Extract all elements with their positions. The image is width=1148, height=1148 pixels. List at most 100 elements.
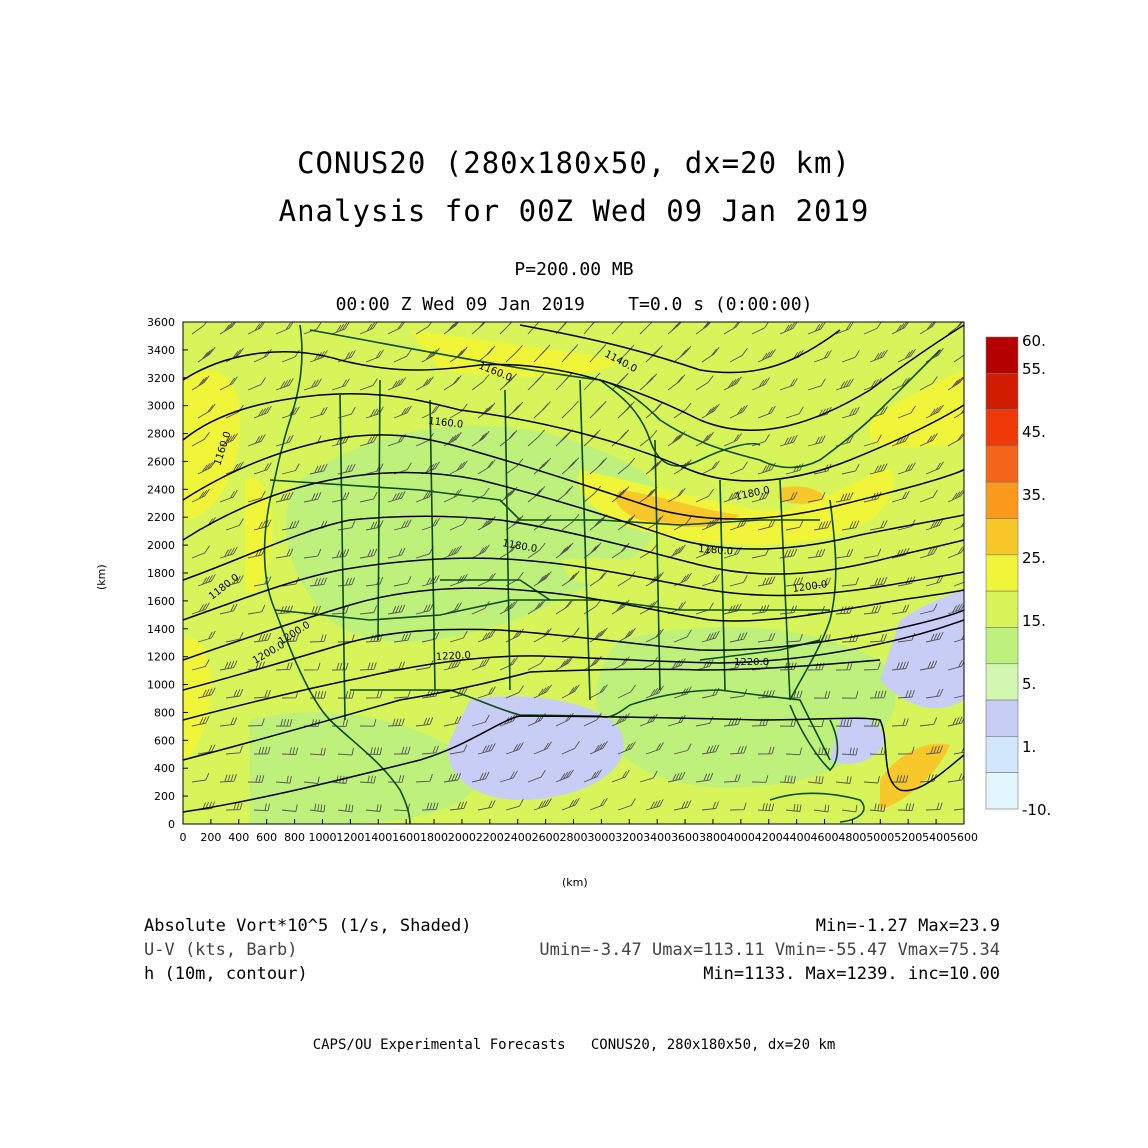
wind-barb <box>779 775 796 784</box>
wind-barb <box>275 378 294 391</box>
east-coastline <box>789 499 837 701</box>
x-tick-label: 2200 <box>476 831 504 844</box>
contour-1200a <box>183 587 964 661</box>
wind-barb <box>449 630 468 643</box>
wind-barb <box>869 463 888 475</box>
wind-barb <box>387 490 406 503</box>
wind-barb <box>723 717 742 727</box>
colorbar-swatch <box>985 627 1019 665</box>
wind-barb <box>925 404 944 419</box>
wind-barb <box>897 689 915 699</box>
x-tick-label: 3800 <box>699 831 727 844</box>
x-tick-label: 5200 <box>894 831 922 844</box>
wind-barb <box>365 349 384 363</box>
wind-barb <box>611 769 630 783</box>
wind-barb <box>869 520 888 531</box>
y-tick-label: 2400 <box>147 483 175 496</box>
wind-barb <box>947 659 964 671</box>
colorbar-swatch <box>985 772 1019 810</box>
wind-barb <box>891 774 909 783</box>
wind-barb <box>533 457 552 475</box>
wind-barb <box>393 689 411 699</box>
wind-barb <box>499 770 518 783</box>
wind-barb <box>247 377 266 391</box>
wind-barb <box>415 376 434 391</box>
wind-barb <box>247 547 266 559</box>
x-tick-label: 400 <box>228 831 249 844</box>
wind-barb <box>695 375 714 391</box>
wind-barb <box>561 344 579 363</box>
contour-label: 1180.0 <box>698 544 734 557</box>
wind-barb <box>807 662 825 671</box>
wind-barb <box>303 548 322 559</box>
wind-barb <box>281 747 299 756</box>
wind-barb <box>219 660 238 671</box>
contour-1230 <box>183 715 964 813</box>
wind-barb <box>729 802 747 811</box>
colorbar-swatch <box>985 590 1019 628</box>
wind-barb <box>589 741 608 755</box>
wind-barb <box>533 344 551 363</box>
x-axis-label: (km) <box>562 876 588 889</box>
wind-barb <box>779 548 798 559</box>
wind-barb <box>247 775 265 783</box>
wind-barb <box>695 488 714 503</box>
y-tick-label: 400 <box>154 762 175 775</box>
x-tick-label: 600 <box>256 831 277 844</box>
y-tick-label: 2000 <box>147 539 175 552</box>
wind-barb <box>869 576 888 587</box>
vorticity-shading <box>183 322 964 824</box>
wind-barb <box>723 376 742 391</box>
wind-barb <box>701 744 720 755</box>
colorbar-label: 25. <box>1022 549 1046 567</box>
wind-barb <box>415 322 433 335</box>
wind-barb <box>667 544 686 559</box>
wind-barb <box>331 775 348 784</box>
wind-barb <box>471 657 490 671</box>
wind-barb <box>589 684 608 699</box>
colorbar-label: 45. <box>1022 423 1046 441</box>
wind-barb <box>471 771 490 783</box>
y-tick-label: 3400 <box>147 344 175 357</box>
x-tick-label: 2600 <box>532 831 560 844</box>
wind-barb <box>897 632 916 643</box>
wind-barb <box>499 373 517 391</box>
y-tick-label: 200 <box>154 790 175 803</box>
legend-shaded-label: Absolute Vort*10^5 (1/s, Shaded) <box>144 916 472 936</box>
wind-barb <box>947 546 964 559</box>
wind-barb <box>729 745 747 755</box>
wind-barb <box>387 604 406 615</box>
wind-barb <box>253 633 272 643</box>
wind-barb <box>421 802 439 811</box>
wind-barb <box>807 719 825 728</box>
wind-barb <box>393 746 411 755</box>
figure-title: CONUS20 (280x180x50, dx=20 km) <box>297 146 851 180</box>
legend-barb-label: U-V (kts, Barb) <box>144 940 298 960</box>
wind-barb <box>253 746 271 755</box>
wind-barb <box>925 745 944 755</box>
colorbar-label: 1. <box>1022 738 1036 756</box>
wind-barb <box>897 462 916 475</box>
wind-barb <box>247 604 266 615</box>
wind-barb <box>449 687 468 699</box>
wind-barb <box>723 489 742 503</box>
wind-barb <box>225 518 244 531</box>
wind-barb <box>253 462 272 475</box>
wind-barb <box>841 634 859 643</box>
wind-barb <box>835 378 854 391</box>
wind-barb <box>331 435 350 447</box>
wind-barb <box>589 797 608 811</box>
wind-barb <box>813 577 832 587</box>
wind-barb <box>555 655 574 671</box>
wind-barb <box>505 798 524 811</box>
wind-barb <box>869 633 887 643</box>
x-tick-label: 3000 <box>587 831 615 844</box>
wind-barb <box>863 718 881 727</box>
wind-barb <box>869 349 888 363</box>
colorbar-swatch <box>985 518 1019 556</box>
wind-barb <box>281 633 299 643</box>
wind-barb <box>253 803 271 812</box>
wind-barb <box>477 459 496 475</box>
wind-barb <box>891 434 910 447</box>
wind-barb <box>667 487 686 503</box>
